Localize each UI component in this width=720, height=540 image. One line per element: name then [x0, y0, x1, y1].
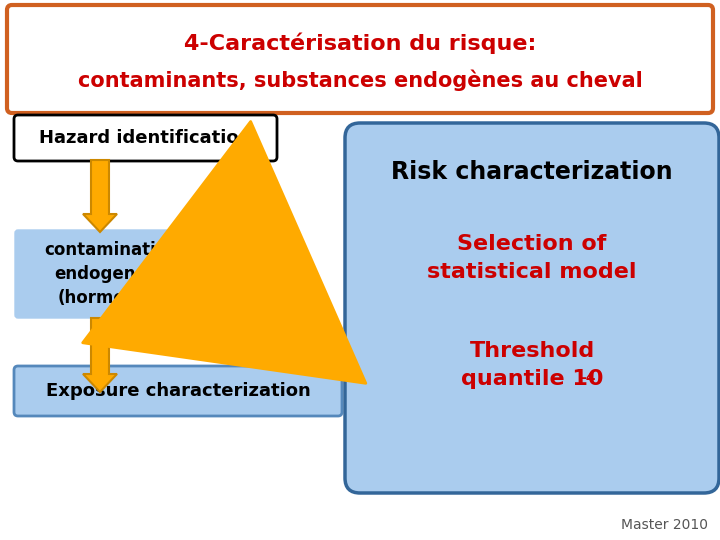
Text: Exposure characterization: Exposure characterization	[45, 382, 310, 400]
FancyBboxPatch shape	[345, 123, 719, 493]
Text: Selection of
statistical model: Selection of statistical model	[427, 234, 636, 282]
Text: Hazard identification: Hazard identification	[39, 129, 251, 147]
Text: Threshold
quantile 10: Threshold quantile 10	[461, 341, 603, 389]
Polygon shape	[83, 160, 117, 232]
FancyBboxPatch shape	[15, 230, 209, 318]
Text: contamination
endogenous
(hormones): contamination endogenous (hormones)	[45, 241, 179, 307]
Polygon shape	[83, 318, 117, 392]
Text: -4: -4	[580, 371, 595, 385]
Text: Master 2010: Master 2010	[621, 518, 708, 532]
Text: Risk characterization: Risk characterization	[391, 160, 672, 184]
FancyBboxPatch shape	[14, 366, 342, 416]
FancyBboxPatch shape	[14, 115, 277, 161]
FancyBboxPatch shape	[7, 5, 713, 113]
Text: contaminants, substances endogènes au cheval: contaminants, substances endogènes au ch…	[78, 69, 642, 91]
Text: 4-Caractérisation du risque:: 4-Caractérisation du risque:	[184, 32, 536, 54]
